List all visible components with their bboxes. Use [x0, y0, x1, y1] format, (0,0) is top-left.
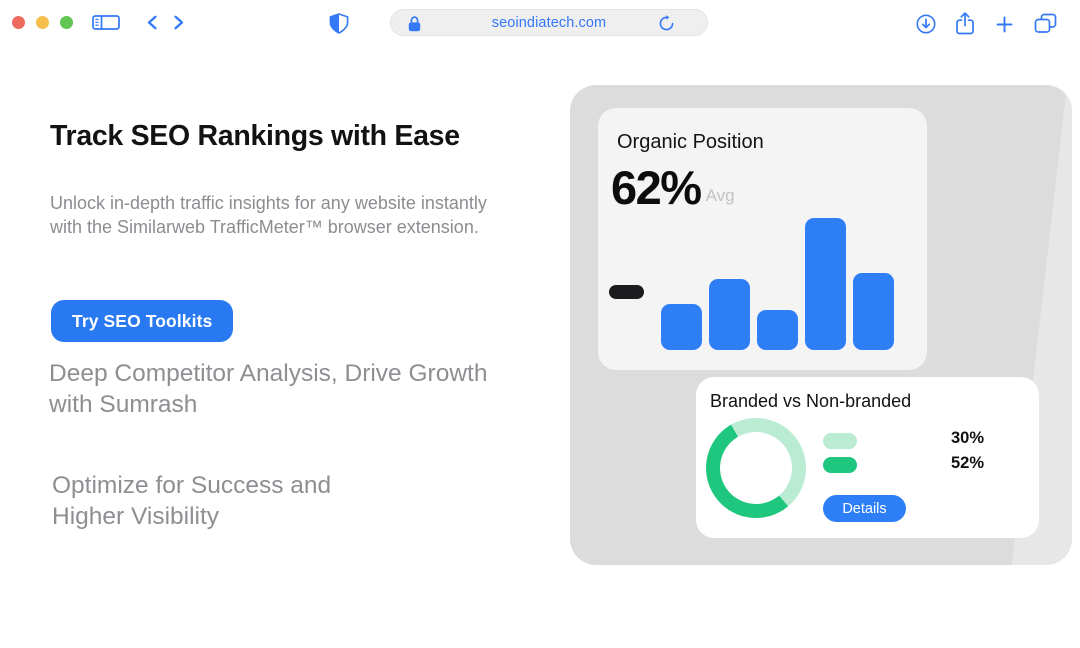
back-button[interactable]: [146, 15, 158, 30]
branded-card: Branded vs Non-branded 30% 52% Details: [696, 377, 1039, 538]
address-bar[interactable]: seoindiatech.com: [390, 9, 708, 36]
lock-icon: [408, 16, 421, 32]
chevron-left-icon: [146, 15, 158, 30]
chevron-right-icon: [173, 15, 185, 30]
reload-button[interactable]: [658, 15, 675, 32]
organic-value-suffix: Avg: [705, 186, 735, 205]
tab-overview-button[interactable]: [1034, 13, 1057, 34]
bar-chart: [661, 210, 911, 350]
legend-value: 52%: [951, 454, 985, 472]
branded-card-title: Branded vs Non-branded: [710, 391, 912, 411]
traffic-light-close[interactable]: [12, 16, 25, 29]
reload-icon: [658, 15, 675, 32]
subheading-competitor-analysis: Deep Competitor Analysis, Drive Growth w…: [49, 360, 488, 418]
try-seo-toolkits-button[interactable]: Try SEO Toolkits: [51, 300, 234, 342]
legend-swatch: [823, 433, 857, 449]
legend-swatch: [823, 457, 857, 473]
page-title: Track SEO Rankings with Ease: [50, 120, 460, 152]
donut-chart: [706, 418, 806, 518]
donut-hole: [720, 432, 792, 504]
details-button[interactable]: Details: [823, 495, 906, 522]
bar: [853, 273, 894, 350]
shield-icon: [329, 13, 349, 34]
share-icon: [955, 12, 975, 35]
bar: [805, 218, 846, 350]
bar: [661, 304, 702, 350]
new-tab-button[interactable]: [996, 16, 1013, 33]
downloads-button[interactable]: [916, 14, 936, 34]
privacy-report-button[interactable]: [329, 13, 349, 34]
subheading-optimize: Optimize for Success and Higher Visibili…: [52, 472, 332, 530]
legend-value: 30%: [951, 429, 985, 447]
sidebar-toggle-button[interactable]: [92, 15, 120, 30]
sidebar-icon: [92, 15, 120, 30]
organic-value: 62%: [611, 161, 702, 214]
url-text: seoindiatech.com: [491, 14, 607, 31]
download-icon: [916, 14, 936, 34]
widget-panel: Organic Position 62% Avg Branded vs Non-…: [570, 85, 1072, 565]
forward-button[interactable]: [173, 15, 185, 30]
organic-value-row: 62% Avg: [611, 164, 735, 211]
trend-dash-pill: [609, 285, 644, 299]
organic-card-title: Organic Position: [617, 131, 764, 153]
traffic-light-zoom[interactable]: [60, 16, 73, 29]
share-button[interactable]: [955, 12, 975, 35]
plus-icon: [996, 16, 1013, 33]
bar: [709, 279, 750, 350]
bar: [757, 310, 798, 350]
hero-description: Unlock in-depth traffic insights for any…: [50, 193, 487, 237]
tabs-overview-icon: [1034, 13, 1057, 34]
browser-toolbar: seoindiatech.com: [0, 0, 1080, 46]
organic-position-card: Organic Position 62% Avg: [598, 108, 927, 370]
traffic-light-minimize[interactable]: [36, 16, 49, 29]
